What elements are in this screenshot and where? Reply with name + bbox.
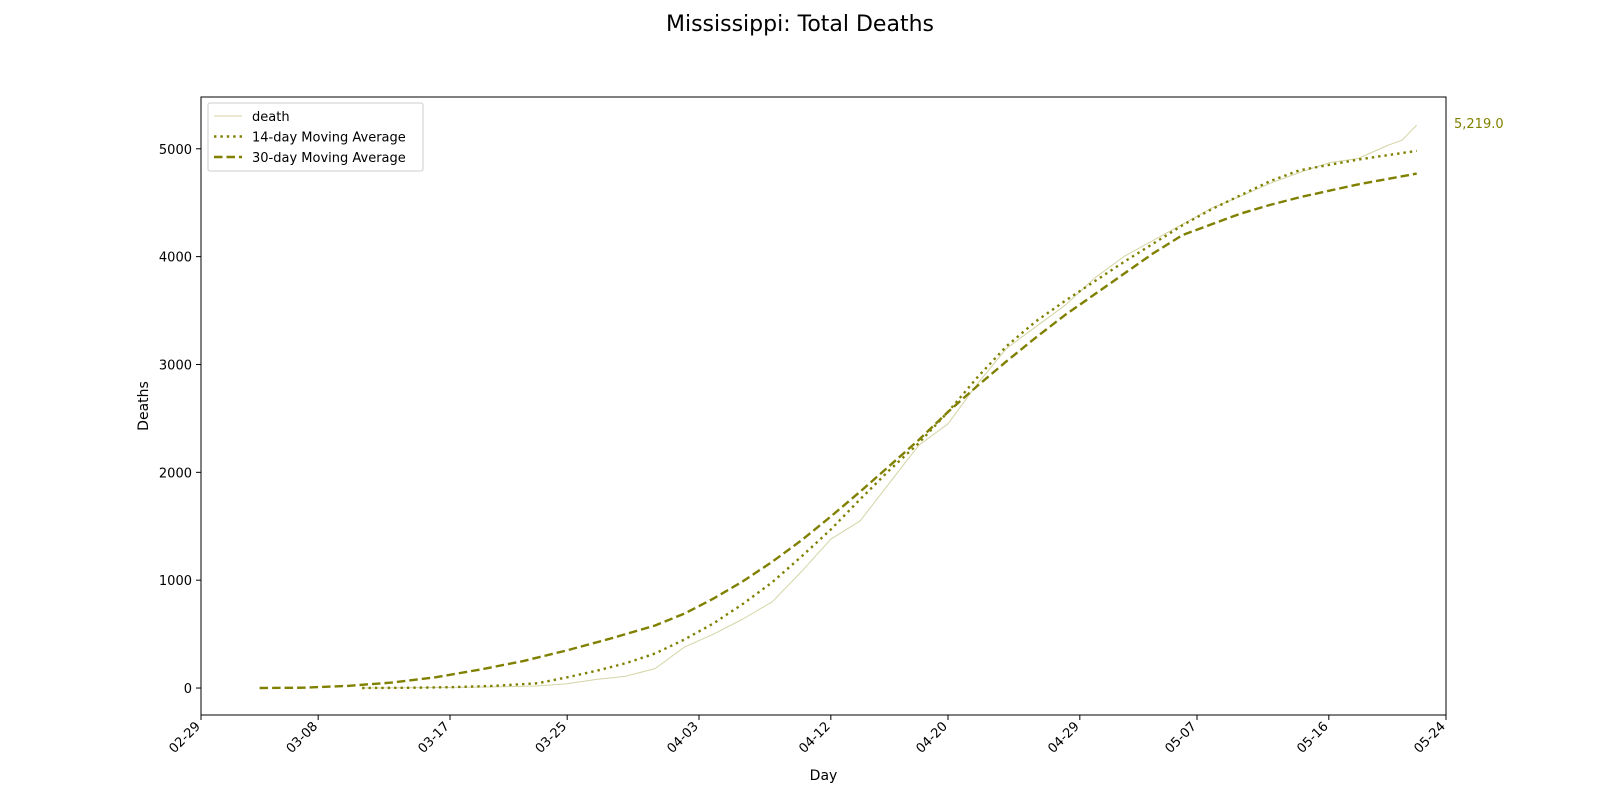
x-tick-label: 03-08 xyxy=(284,719,321,756)
x-tick-label: 03-25 xyxy=(533,719,570,756)
x-tick-label: 04-03 xyxy=(665,719,702,756)
y-tick-label: 4000 xyxy=(159,251,192,266)
legend-label: death xyxy=(252,110,290,125)
y-tick-label: 1000 xyxy=(159,574,192,589)
y-axis: 0 1000 2000 3000 4000 5000 xyxy=(159,143,201,697)
y-tick-label: 3000 xyxy=(159,358,192,373)
plot-data-layer xyxy=(259,124,1418,690)
legend-label: 14-day Moving Average xyxy=(252,131,406,146)
x-tick-label: 03-17 xyxy=(416,719,453,756)
x-axis-label: Day xyxy=(810,768,838,784)
y-tick-label: 5000 xyxy=(159,143,192,158)
chart-title: Mississippi: Total Deaths xyxy=(666,12,934,37)
series-line-death xyxy=(362,124,1418,689)
x-tick-label: 05-16 xyxy=(1294,719,1331,756)
y-axis-label: Deaths xyxy=(136,381,152,431)
series-line-30-day-moving-average xyxy=(259,172,1417,690)
x-tick-label: 04-29 xyxy=(1045,719,1082,756)
y-tick-label: 0 xyxy=(184,682,192,697)
x-tick-label: 05-07 xyxy=(1163,719,1200,756)
x-axis: 02-29 03-08 03-17 03-25 04-03 04-12 04-20 04-29… xyxy=(167,715,1449,757)
x-tick-label: 04-12 xyxy=(796,719,833,756)
x-tick-label: 04-20 xyxy=(914,719,951,756)
end-value-annotation: 5,219.0 xyxy=(1454,117,1504,132)
legend-label: 30-day Moving Average xyxy=(252,151,406,166)
x-tick-label: 05-24 xyxy=(1412,719,1449,756)
y-tick-label: 2000 xyxy=(159,466,192,481)
legend-box xyxy=(207,102,424,172)
x-tick-label: 02-29 xyxy=(167,719,204,756)
plot-area-frame xyxy=(200,96,1447,716)
chart-legend: death 14-day Moving Average 30-day Moving … xyxy=(207,102,424,172)
series-line-14-day-moving-average xyxy=(362,149,1417,690)
